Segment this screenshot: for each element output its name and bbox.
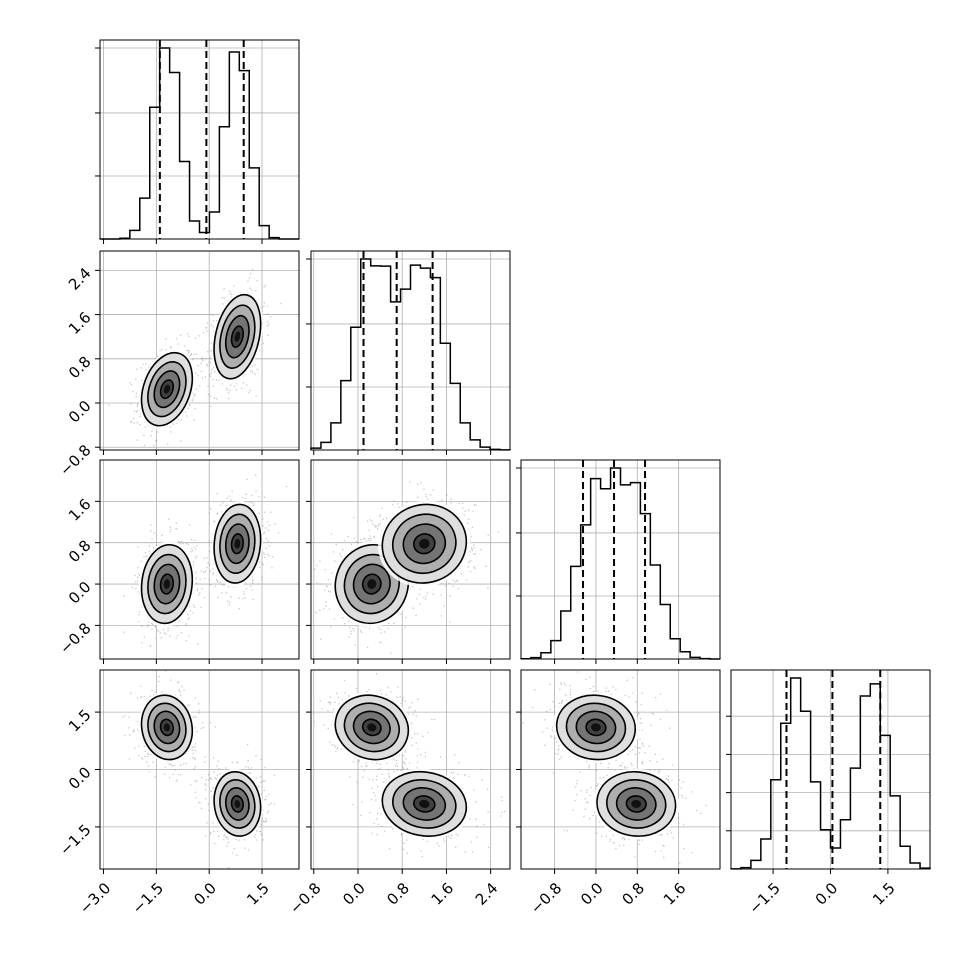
y-tick-label: 2.4 xyxy=(65,264,95,294)
y-tick-label: 0.0 xyxy=(65,763,95,793)
x-tick-label: 0.0 xyxy=(190,879,220,909)
panel-frame xyxy=(310,459,511,660)
density-peak xyxy=(234,331,241,342)
histogram-step-line xyxy=(99,47,300,240)
panels-layer xyxy=(95,39,931,874)
y-tick-label: 0.8 xyxy=(65,537,95,567)
panel-frame xyxy=(99,459,300,660)
x-tick-label: −0.8 xyxy=(286,879,324,917)
x-tick-label: −0.8 xyxy=(527,879,565,917)
density-peak xyxy=(367,723,377,732)
histogram-step-line xyxy=(730,677,931,870)
x-tick-label: 1.5 xyxy=(869,879,899,909)
density-peak xyxy=(419,799,430,808)
x-tick-label: 0.0 xyxy=(812,879,842,909)
panel-frame xyxy=(520,459,721,660)
panel-frame xyxy=(310,669,511,870)
panel-frame xyxy=(99,669,300,870)
panel-frame xyxy=(730,669,931,870)
histogram-step-line xyxy=(520,467,721,660)
x-tick-label: −3.0 xyxy=(76,879,114,917)
x-tick-label: −1.5 xyxy=(129,879,167,917)
scatter-panel-1-0 xyxy=(95,250,300,455)
x-tick-label: −1.5 xyxy=(745,879,783,917)
histogram-panel-3 xyxy=(726,669,931,874)
density-peak xyxy=(591,723,601,732)
x-tick-label: 1.5 xyxy=(243,879,273,909)
x-tick-label: 2.4 xyxy=(472,879,502,909)
y-tick-label: −0.8 xyxy=(56,619,94,657)
x-tick-label: 1.6 xyxy=(660,879,690,909)
density-peak xyxy=(367,579,377,589)
x-tick-label: 0.0 xyxy=(339,879,369,909)
panel-frame xyxy=(520,669,721,870)
y-tick-label: −0.8 xyxy=(56,441,94,479)
y-tick-label: 1.6 xyxy=(65,495,95,525)
density-peak xyxy=(631,799,642,808)
x-tick-label: 0.8 xyxy=(383,879,413,909)
density-peak xyxy=(163,579,171,589)
density-peak xyxy=(419,538,430,549)
y-tick-label: 0.0 xyxy=(65,578,95,608)
density-peak xyxy=(163,384,171,394)
histogram-panel-2 xyxy=(516,459,721,664)
density-peak xyxy=(163,723,171,732)
y-tick-label: −1.5 xyxy=(56,821,94,859)
panel-frame xyxy=(99,39,300,240)
scatter-panel-3-1 xyxy=(306,669,511,874)
histogram-panel-0 xyxy=(95,39,300,244)
scatter-panel-2-0 xyxy=(95,459,300,664)
panel-frame xyxy=(99,250,300,451)
y-tick-label: 1.6 xyxy=(65,308,95,338)
panel-frame xyxy=(310,250,511,451)
histogram-step-line xyxy=(310,258,511,451)
x-tick-label: 0.8 xyxy=(618,879,648,909)
histogram-panel-1 xyxy=(306,250,511,455)
y-tick-label: 0.8 xyxy=(65,353,95,383)
density-peak xyxy=(234,799,241,808)
y-tick-label: 1.5 xyxy=(65,706,95,736)
density-peak xyxy=(234,538,241,549)
scatter-panel-3-2 xyxy=(516,669,721,874)
y-tick-label: 0.0 xyxy=(65,397,95,427)
scatter-panel-2-1 xyxy=(306,459,511,664)
x-tick-label: 1.6 xyxy=(428,879,458,909)
x-tick-label: 0.0 xyxy=(577,879,607,909)
scatter-panel-3-0 xyxy=(95,669,300,874)
